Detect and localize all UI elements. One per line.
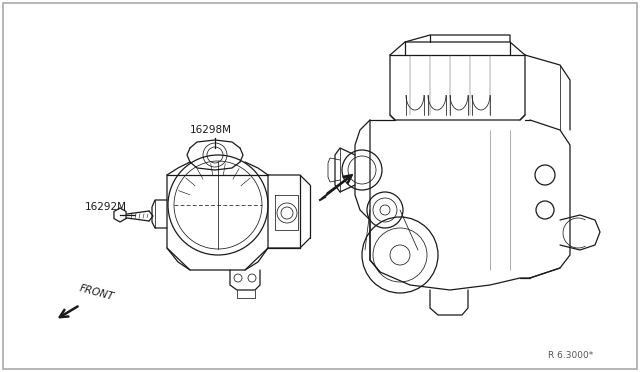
Text: 16298M: 16298M [190, 125, 232, 135]
Text: FRONT: FRONT [78, 283, 115, 302]
Text: R 6.3000*: R 6.3000* [548, 351, 593, 360]
Text: 16292M: 16292M [85, 202, 127, 212]
